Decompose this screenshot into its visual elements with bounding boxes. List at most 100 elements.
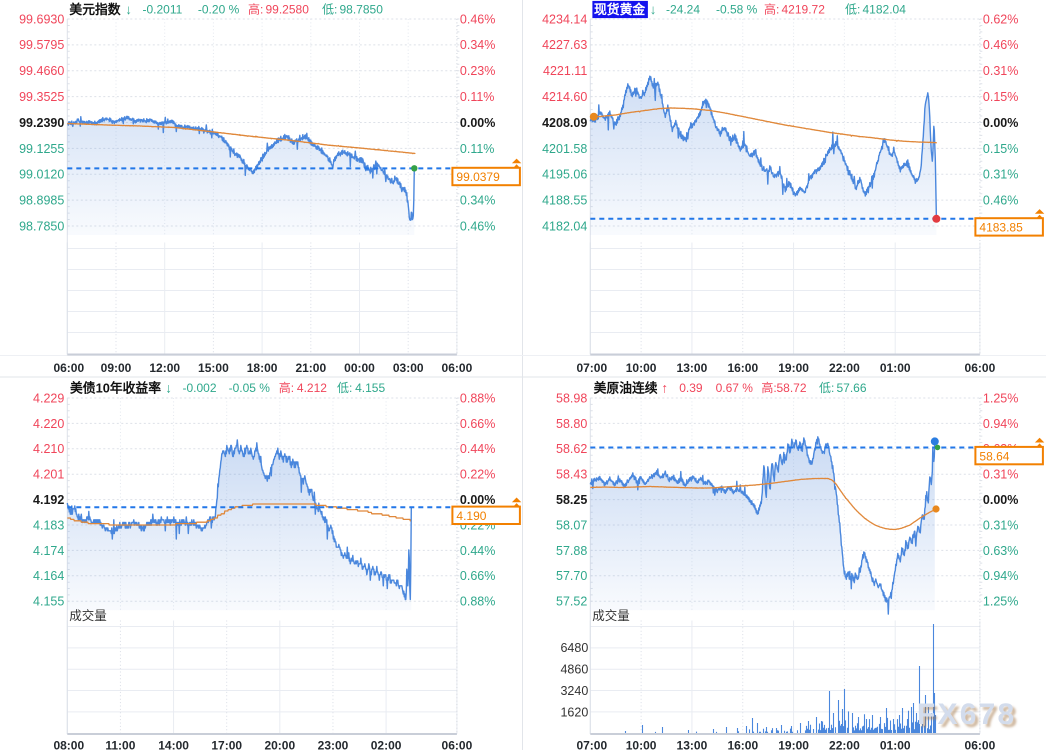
svg-text:57.88: 57.88: [556, 544, 587, 558]
svg-text:06:00: 06:00: [442, 739, 473, 750]
svg-text:58.98: 58.98: [556, 391, 587, 405]
svg-text:4.174: 4.174: [33, 544, 64, 558]
svg-text:4201.58: 4201.58: [542, 142, 587, 156]
svg-text:99.5795: 99.5795: [19, 38, 64, 52]
svg-text:0.39: 0.39: [679, 381, 703, 395]
svg-text:57.52: 57.52: [556, 595, 587, 609]
svg-text:06:00: 06:00: [965, 361, 996, 375]
svg-text:13:00: 13:00: [677, 361, 708, 375]
svg-text:4.192: 4.192: [33, 493, 64, 507]
svg-text:4.183: 4.183: [33, 518, 64, 532]
svg-text:19:00: 19:00: [778, 739, 809, 750]
svg-text:1620: 1620: [560, 705, 588, 719]
svg-text:99.4660: 99.4660: [19, 64, 64, 78]
svg-text:4.164: 4.164: [33, 569, 64, 583]
svg-text:17:00: 17:00: [211, 739, 242, 750]
svg-text:06:00: 06:00: [965, 739, 996, 750]
svg-text:0.46%: 0.46%: [983, 194, 1018, 208]
svg-text:0.00%: 0.00%: [460, 493, 495, 507]
svg-text:99.0379: 99.0379: [456, 170, 500, 184]
svg-text:0.46%: 0.46%: [983, 38, 1018, 52]
svg-text:0.66%: 0.66%: [460, 417, 495, 431]
svg-text:98.8985: 98.8985: [19, 194, 64, 208]
svg-text:00:00: 00:00: [344, 361, 375, 375]
svg-text:-0.20 %: -0.20 %: [198, 3, 240, 17]
svg-text:0.00%: 0.00%: [983, 493, 1018, 507]
svg-text:0.44%: 0.44%: [460, 544, 495, 558]
svg-text:58.43: 58.43: [556, 468, 587, 482]
svg-text:低:: 低:: [845, 3, 860, 17]
svg-text:0.15%: 0.15%: [983, 90, 1018, 104]
svg-text:0.94%: 0.94%: [983, 569, 1018, 583]
svg-text:高:: 高:: [761, 380, 776, 395]
svg-text:99.6930: 99.6930: [19, 12, 64, 26]
svg-text:4182.04: 4182.04: [863, 3, 907, 17]
svg-text:57.66: 57.66: [837, 381, 867, 395]
svg-text:4.190: 4.190: [456, 509, 486, 523]
svg-text:0.31%: 0.31%: [983, 64, 1018, 78]
svg-text:98.7850: 98.7850: [340, 3, 384, 17]
svg-text:15:00: 15:00: [198, 361, 229, 375]
svg-text:现货黄金: 现货黄金: [594, 2, 645, 17]
svg-text:0.00%: 0.00%: [460, 116, 495, 130]
svg-text:0.94%: 0.94%: [983, 417, 1018, 431]
svg-text:57.70: 57.70: [556, 569, 587, 583]
svg-text:02:00: 02:00: [371, 739, 402, 750]
svg-text:4195.06: 4195.06: [542, 168, 587, 182]
svg-text:22:00: 22:00: [829, 739, 860, 750]
svg-text:20:00: 20:00: [264, 739, 295, 750]
svg-text:4.201: 4.201: [33, 468, 64, 482]
svg-text:高:: 高:: [248, 2, 263, 17]
svg-text:4234.14: 4234.14: [542, 12, 587, 26]
svg-text:4188.55: 4188.55: [542, 194, 587, 208]
svg-text:4221.11: 4221.11: [543, 64, 587, 78]
svg-text:0.46%: 0.46%: [460, 12, 495, 26]
svg-text:16:00: 16:00: [727, 361, 758, 375]
svg-text:4.212: 4.212: [297, 381, 327, 395]
svg-text:99.1255: 99.1255: [19, 142, 64, 156]
svg-text:4.229: 4.229: [33, 391, 64, 405]
svg-text:23:00: 23:00: [318, 739, 349, 750]
svg-text:0.31%: 0.31%: [983, 468, 1018, 482]
svg-text:0.11%: 0.11%: [460, 142, 495, 156]
svg-text:99.2390: 99.2390: [19, 116, 64, 130]
svg-text:↓: ↓: [165, 381, 172, 396]
svg-text:↓: ↓: [125, 2, 132, 17]
svg-text:0.88%: 0.88%: [460, 595, 495, 609]
svg-text:0.11%: 0.11%: [460, 90, 495, 104]
svg-text:0.31%: 0.31%: [983, 518, 1018, 532]
svg-text:↑: ↑: [661, 381, 668, 396]
svg-text:58.64: 58.64: [979, 449, 1009, 463]
svg-text:06:00: 06:00: [53, 361, 84, 375]
svg-text:3240: 3240: [560, 684, 588, 698]
svg-text:14:00: 14:00: [158, 739, 189, 750]
svg-text:0.62%: 0.62%: [983, 12, 1018, 26]
svg-text:0.88%: 0.88%: [460, 391, 495, 405]
svg-text:0.34%: 0.34%: [460, 194, 495, 208]
svg-text:1.25%: 1.25%: [983, 391, 1018, 405]
svg-text:4.155: 4.155: [33, 595, 64, 609]
svg-text:19:00: 19:00: [778, 361, 809, 375]
svg-text:4.210: 4.210: [33, 442, 64, 456]
svg-text:01:00: 01:00: [880, 361, 911, 375]
svg-text:0.22%: 0.22%: [460, 468, 495, 482]
svg-text:-0.2011: -0.2011: [143, 3, 183, 17]
svg-text:0.66%: 0.66%: [460, 569, 495, 583]
svg-text:4208.09: 4208.09: [542, 116, 587, 130]
svg-text:-0.002: -0.002: [183, 381, 217, 395]
svg-text:高:: 高:: [764, 2, 779, 17]
svg-text:01:00: 01:00: [880, 739, 911, 750]
svg-text:-24.24: -24.24: [666, 3, 700, 17]
svg-text:07:00: 07:00: [576, 361, 607, 375]
svg-text:-0.05 %: -0.05 %: [229, 381, 271, 395]
svg-text:0.15%: 0.15%: [983, 142, 1018, 156]
svg-text:58.62: 58.62: [556, 442, 587, 456]
svg-text:低:: 低:: [819, 381, 834, 395]
svg-text:4.155: 4.155: [355, 381, 385, 395]
svg-text:成交量: 成交量: [592, 608, 630, 623]
svg-text:16:00: 16:00: [727, 739, 758, 750]
svg-text:↓: ↓: [650, 2, 657, 17]
svg-text:07:00: 07:00: [576, 739, 607, 750]
svg-text:4182.04: 4182.04: [542, 219, 587, 233]
svg-text:0.67 %: 0.67 %: [716, 381, 754, 395]
